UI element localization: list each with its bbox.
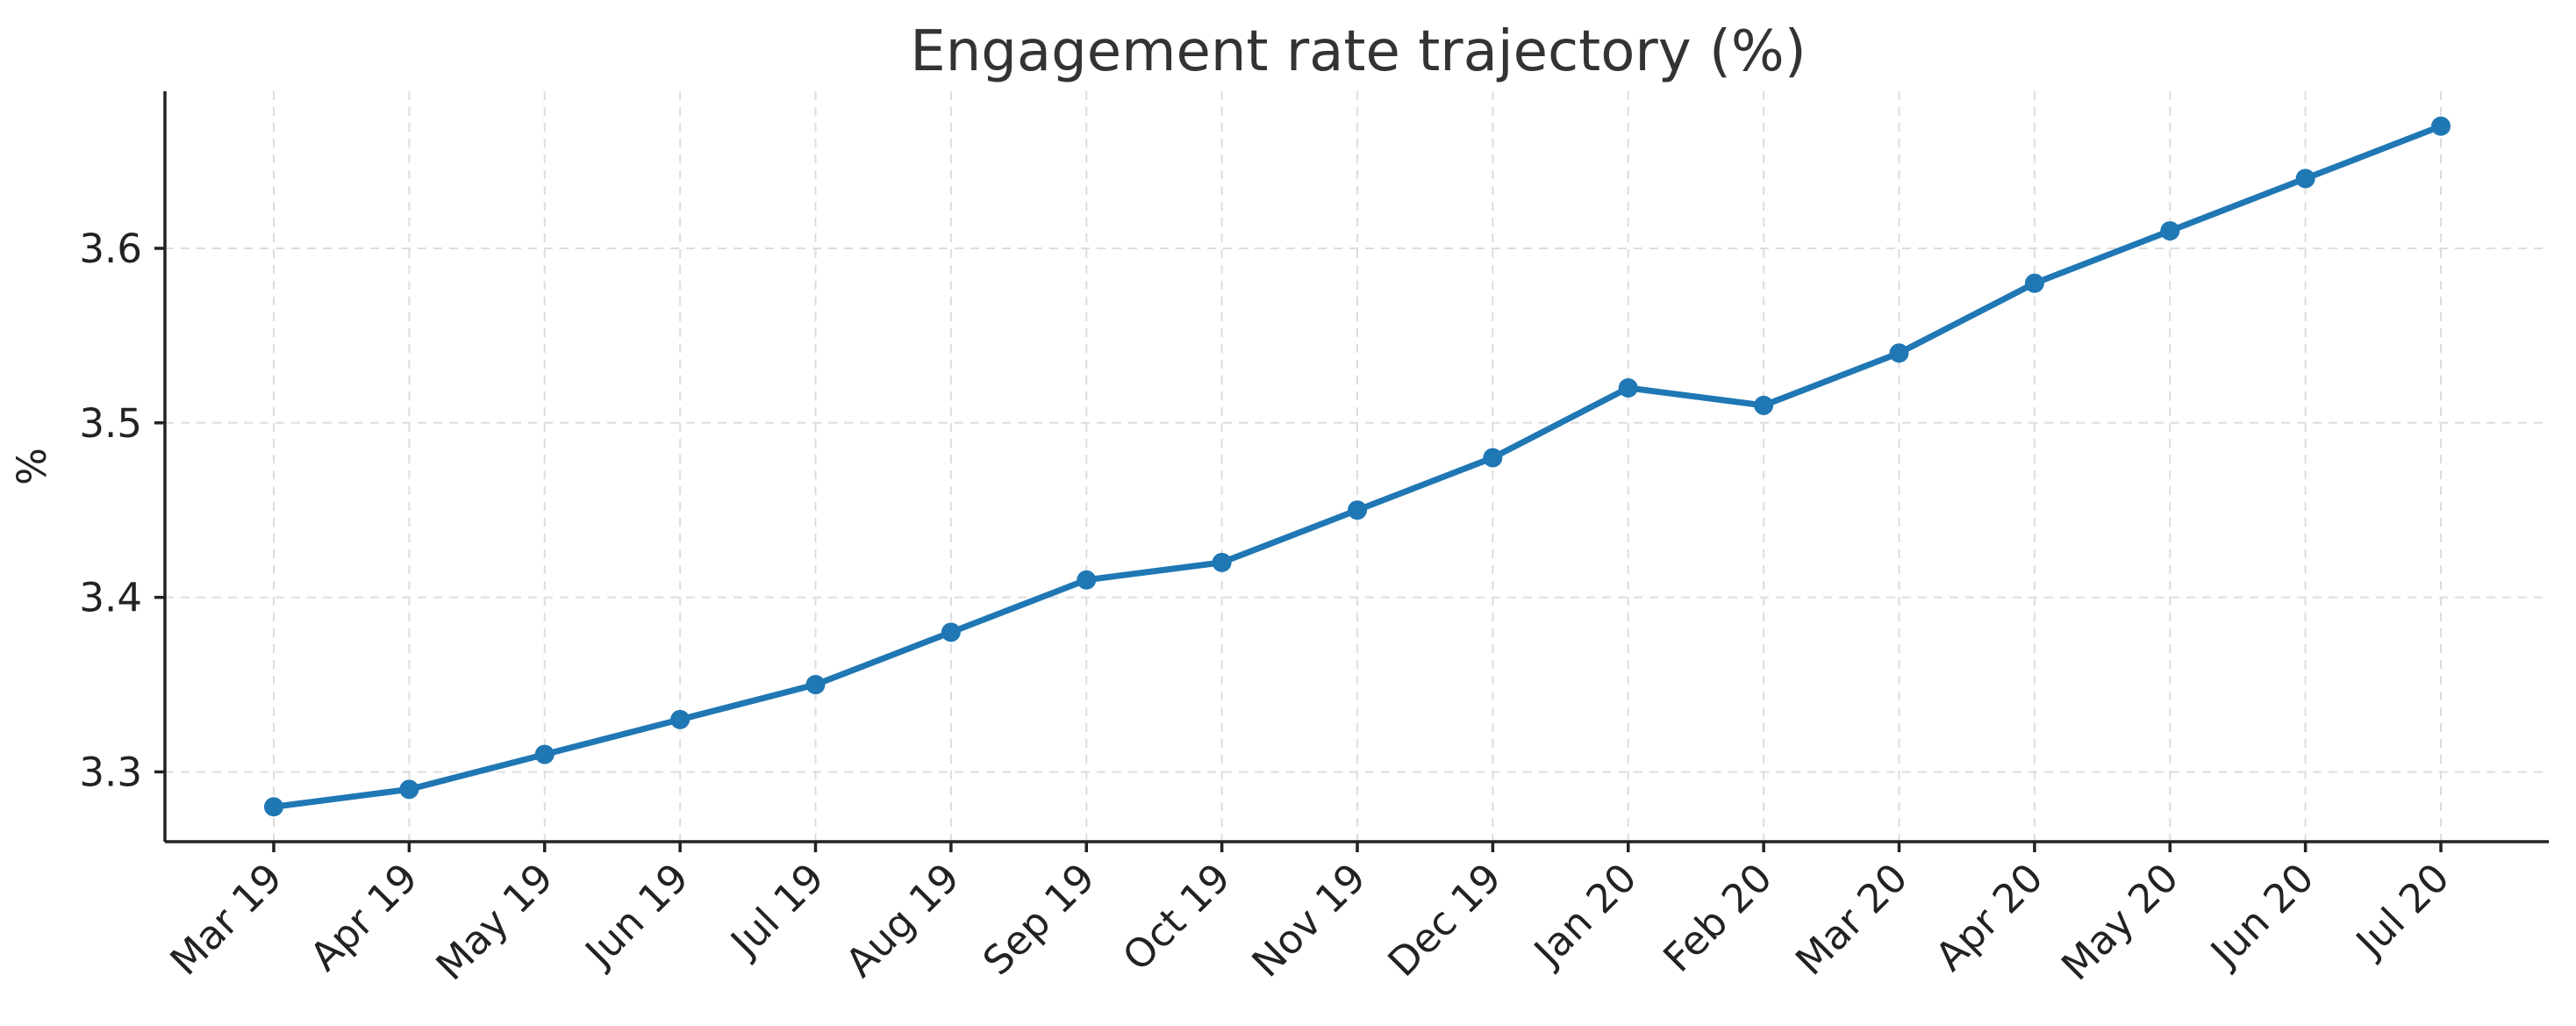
y-tick-label: 3.3 xyxy=(79,749,142,795)
y-tick-label: 3.4 xyxy=(79,575,142,621)
series-layer xyxy=(264,116,2451,817)
x-tick-label: Jul 19 xyxy=(720,854,834,967)
x-tick-label: Dec 19 xyxy=(1378,854,1510,986)
data-point xyxy=(941,622,961,642)
x-tick-label: Aug 19 xyxy=(836,854,968,986)
data-point xyxy=(2160,221,2180,241)
data-point xyxy=(1483,448,1503,468)
data-point xyxy=(2295,169,2315,189)
x-tick-label: Apr 20 xyxy=(1927,854,2052,979)
data-point xyxy=(805,675,826,695)
x-tick-label: Mar 19 xyxy=(161,854,291,984)
x-tick-label: Mar 20 xyxy=(1786,854,1916,984)
chart-title: Engagement rate trajectory (%) xyxy=(910,19,1806,84)
data-point xyxy=(1889,343,1909,363)
x-tick-label: Nov 19 xyxy=(1243,854,1375,986)
grid-layer xyxy=(165,91,2549,842)
x-tick-label: Jan 20 xyxy=(1523,854,1645,976)
data-point xyxy=(534,744,555,764)
series-line xyxy=(270,123,2444,810)
data-point xyxy=(1077,570,1097,590)
x-tick-label: Sep 19 xyxy=(974,854,1104,984)
data-point xyxy=(2431,116,2451,136)
x-tick-label: May 20 xyxy=(2052,854,2187,989)
data-point xyxy=(1348,500,1367,520)
y-tick-label: 3.5 xyxy=(79,400,142,447)
data-point xyxy=(1754,395,1774,415)
x-tick-label: Jun 20 xyxy=(2200,854,2322,977)
x-tick-label: May 19 xyxy=(427,854,562,989)
x-tick-label: Feb 20 xyxy=(1654,854,1780,980)
data-point xyxy=(1618,378,1638,398)
data-point xyxy=(1212,552,1232,572)
y-tick-label: 3.6 xyxy=(79,226,142,272)
x-tick-label: Oct 19 xyxy=(1113,854,1239,979)
data-point xyxy=(264,797,283,817)
x-tick-label: Apr 19 xyxy=(301,854,426,979)
data-point xyxy=(670,709,691,729)
data-point xyxy=(2024,273,2044,293)
x-tick-label: Jul 20 xyxy=(2345,854,2458,967)
y-axis-label: % xyxy=(9,448,55,485)
x-tick-label: Jun 19 xyxy=(575,854,698,977)
data-point xyxy=(399,779,419,800)
